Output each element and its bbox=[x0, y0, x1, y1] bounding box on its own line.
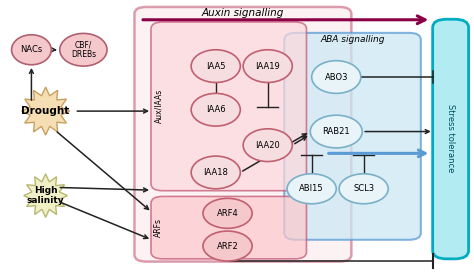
Text: IAA18: IAA18 bbox=[203, 168, 228, 177]
Text: CBF/
DREBs: CBF/ DREBs bbox=[71, 40, 96, 59]
FancyBboxPatch shape bbox=[135, 7, 351, 262]
Text: IAA6: IAA6 bbox=[206, 105, 226, 114]
Ellipse shape bbox=[191, 156, 240, 189]
Text: SCL3: SCL3 bbox=[353, 184, 374, 193]
Ellipse shape bbox=[287, 174, 336, 204]
Ellipse shape bbox=[312, 61, 361, 93]
Text: ARF2: ARF2 bbox=[217, 242, 238, 250]
Text: Auxin signalling: Auxin signalling bbox=[201, 7, 284, 18]
Ellipse shape bbox=[339, 174, 388, 204]
Text: IAA20: IAA20 bbox=[255, 141, 280, 150]
Ellipse shape bbox=[310, 115, 362, 148]
Text: RAB21: RAB21 bbox=[322, 127, 350, 136]
Text: Stress tolerance: Stress tolerance bbox=[446, 104, 455, 173]
Text: NACs: NACs bbox=[20, 45, 43, 54]
Text: IAA19: IAA19 bbox=[255, 62, 280, 71]
Ellipse shape bbox=[11, 35, 51, 65]
Text: ABO3: ABO3 bbox=[325, 73, 348, 82]
FancyBboxPatch shape bbox=[151, 196, 307, 259]
Text: ABA signalling: ABA signalling bbox=[320, 35, 384, 44]
Text: High
salinity: High salinity bbox=[27, 186, 64, 205]
Ellipse shape bbox=[203, 231, 252, 261]
Ellipse shape bbox=[191, 50, 240, 82]
Text: ABI15: ABI15 bbox=[300, 184, 324, 193]
FancyBboxPatch shape bbox=[284, 33, 421, 240]
Text: ARF4: ARF4 bbox=[217, 209, 238, 218]
Ellipse shape bbox=[243, 50, 292, 82]
Text: IAA5: IAA5 bbox=[206, 62, 226, 71]
Text: Drought: Drought bbox=[21, 106, 70, 116]
FancyBboxPatch shape bbox=[151, 22, 307, 191]
Text: ARFs: ARFs bbox=[154, 218, 163, 237]
Text: Aux/IAAs: Aux/IAAs bbox=[154, 89, 163, 123]
FancyBboxPatch shape bbox=[433, 19, 469, 259]
Polygon shape bbox=[24, 174, 67, 218]
Ellipse shape bbox=[243, 129, 292, 162]
Ellipse shape bbox=[203, 198, 252, 228]
Ellipse shape bbox=[191, 93, 240, 126]
Polygon shape bbox=[21, 87, 70, 135]
Ellipse shape bbox=[60, 33, 107, 66]
